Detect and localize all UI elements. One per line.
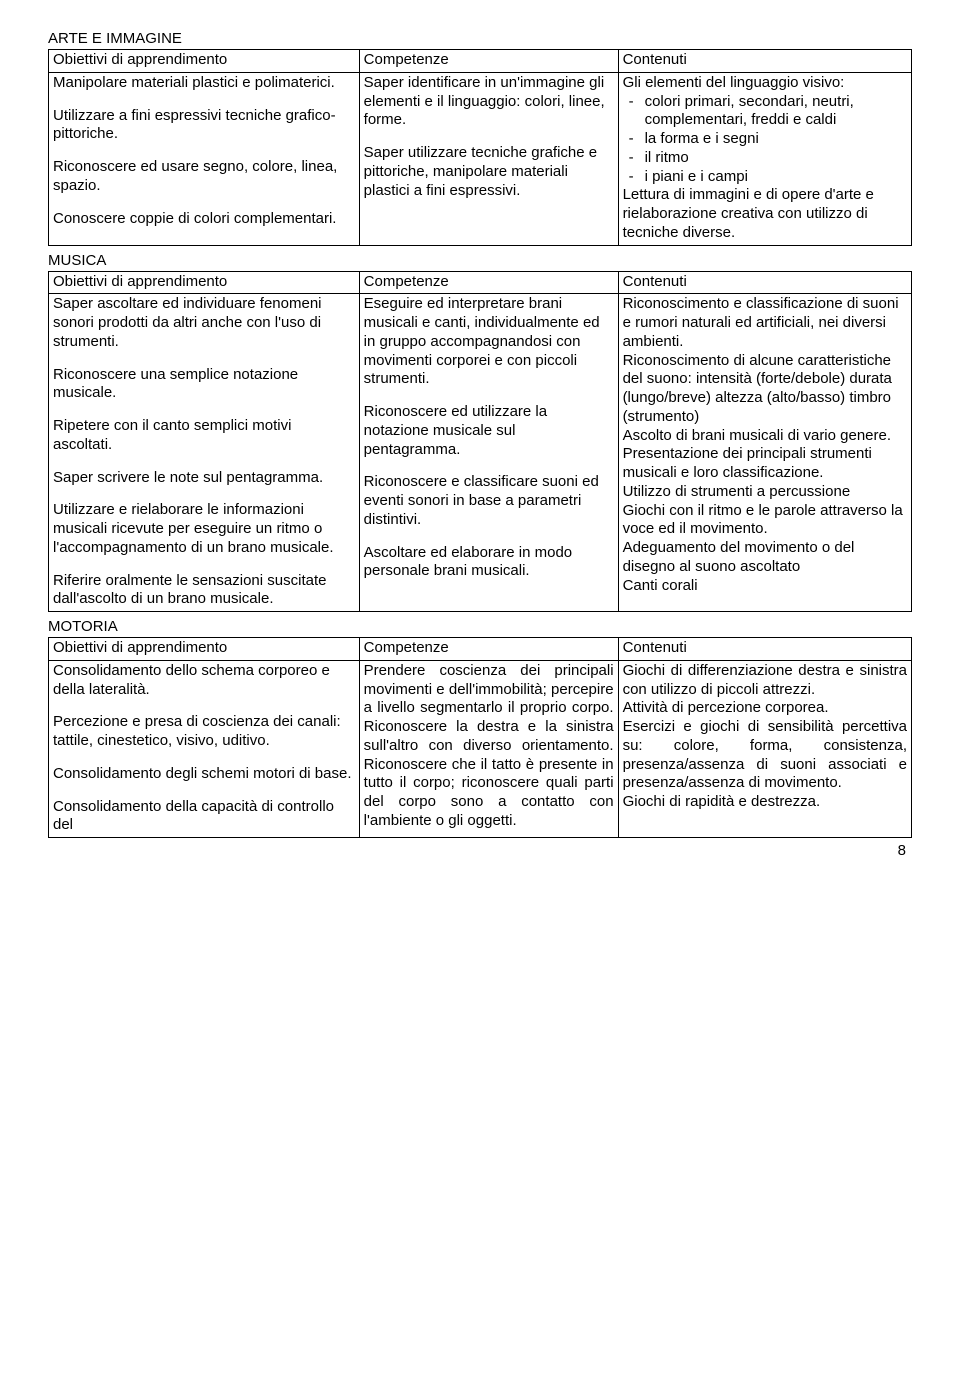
paragraph: Riconoscere ed usare segno, colore, line… bbox=[53, 158, 355, 196]
paragraph: Percezione e presa di coscienza dei cana… bbox=[53, 713, 355, 751]
header-cell: Obiettivi di apprendimento bbox=[49, 50, 360, 73]
table-header-row: Obiettivi di apprendimento Competenze Co… bbox=[49, 638, 912, 661]
header-cell: Competenze bbox=[359, 271, 618, 294]
paragraph: Riconoscimento e classificazione di suon… bbox=[623, 295, 907, 351]
paragraph: Saper identificare in un'immagine gli el… bbox=[364, 74, 614, 130]
paragraph: Presentazione dei principali strumenti m… bbox=[623, 445, 907, 483]
bullet-list: colori primari, secondari, neutri, compl… bbox=[623, 93, 907, 187]
paragraph: Ripetere con il canto semplici motivi as… bbox=[53, 417, 355, 455]
paragraph: Gli elementi del linguaggio visivo: bbox=[623, 74, 907, 93]
paragraph: Consolidamento dello schema corporeo e d… bbox=[53, 662, 355, 700]
paragraph: Attività di percezione corporea. bbox=[623, 699, 907, 718]
paragraph: Consolidamento della capacità di control… bbox=[53, 798, 355, 836]
paragraph: Eseguire ed interpretare brani musicali … bbox=[364, 295, 614, 389]
header-cell: Contenuti bbox=[618, 271, 911, 294]
paragraph: Utilizzare a fini espressivi tecniche gr… bbox=[53, 107, 355, 145]
cell-competenze: Eseguire ed interpretare brani musicali … bbox=[359, 294, 618, 612]
cell-obiettivi: Saper ascoltare ed individuare fenomeni … bbox=[49, 294, 360, 612]
paragraph: Lettura di immagini e di opere d'arte e … bbox=[623, 186, 907, 242]
musica-title: MUSICA bbox=[48, 252, 912, 269]
header-cell: Competenze bbox=[359, 638, 618, 661]
header-cell: Obiettivi di apprendimento bbox=[49, 271, 360, 294]
paragraph: Consolidamento degli schemi motori di ba… bbox=[53, 765, 355, 784]
cell-competenze: Prendere coscienza dei principali movime… bbox=[359, 660, 618, 837]
table-header-row: Obiettivi di apprendimento Competenze Co… bbox=[49, 271, 912, 294]
header-cell: Contenuti bbox=[618, 638, 911, 661]
paragraph: Giochi di rapidità e destrezza. bbox=[623, 793, 907, 812]
paragraph: Riconoscere e classificare suoni ed even… bbox=[364, 473, 614, 529]
paragraph: Riconoscere una semplice notazione music… bbox=[53, 366, 355, 404]
paragraph: Prendere coscienza dei principali movime… bbox=[364, 662, 614, 831]
musica-table: Obiettivi di apprendimento Competenze Co… bbox=[48, 271, 912, 613]
paragraph: Conoscere coppie di colori complementari… bbox=[53, 210, 355, 229]
paragraph: Ascolto di brani musicali di vario gener… bbox=[623, 427, 907, 446]
paragraph: Giochi di differenziazione destra e sini… bbox=[623, 662, 907, 700]
motoria-title: MOTORIA bbox=[48, 618, 912, 635]
table-row: Consolidamento dello schema corporeo e d… bbox=[49, 660, 912, 837]
table-row: Manipolare materiali plastici e polimate… bbox=[49, 72, 912, 245]
header-cell: Competenze bbox=[359, 50, 618, 73]
paragraph: Utilizzare e rielaborare le informazioni… bbox=[53, 501, 355, 557]
paragraph: Saper scrivere le note sul pentagramma. bbox=[53, 469, 355, 488]
table-header-row: Obiettivi di apprendimento Competenze Co… bbox=[49, 50, 912, 73]
header-cell: Obiettivi di apprendimento bbox=[49, 638, 360, 661]
header-cell: Contenuti bbox=[618, 50, 911, 73]
arte-table: Obiettivi di apprendimento Competenze Co… bbox=[48, 49, 912, 246]
paragraph: Saper utilizzare tecniche grafiche e pit… bbox=[364, 144, 614, 200]
paragraph: Saper ascoltare ed individuare fenomeni … bbox=[53, 295, 355, 351]
paragraph: Riconoscere ed utilizzare la notazione m… bbox=[364, 403, 614, 459]
list-item: la forma e i segni bbox=[645, 130, 907, 149]
paragraph: Esercizi e giochi di sensibilità percett… bbox=[623, 718, 907, 793]
paragraph: Riferire oralmente le sensazioni suscita… bbox=[53, 572, 355, 610]
cell-contenuti: Gli elementi del linguaggio visivo: colo… bbox=[618, 72, 911, 245]
cell-obiettivi: Manipolare materiali plastici e polimate… bbox=[49, 72, 360, 245]
table-row: Saper ascoltare ed individuare fenomeni … bbox=[49, 294, 912, 612]
paragraph: Utilizzo di strumenti a percussione bbox=[623, 483, 907, 502]
arte-title: ARTE E IMMAGINE bbox=[48, 30, 912, 47]
list-item: il ritmo bbox=[645, 149, 907, 168]
paragraph: Adeguamento del movimento o del disegno … bbox=[623, 539, 907, 577]
cell-obiettivi: Consolidamento dello schema corporeo e d… bbox=[49, 660, 360, 837]
paragraph: Manipolare materiali plastici e polimate… bbox=[53, 74, 355, 93]
cell-contenuti: Giochi di differenziazione destra e sini… bbox=[618, 660, 911, 837]
cell-contenuti: Riconoscimento e classificazione di suon… bbox=[618, 294, 911, 612]
paragraph: Riconoscimento di alcune caratteristiche… bbox=[623, 352, 907, 427]
cell-competenze: Saper identificare in un'immagine gli el… bbox=[359, 72, 618, 245]
paragraph: Canti corali bbox=[623, 577, 907, 596]
paragraph: Giochi con il ritmo e le parole attraver… bbox=[623, 502, 907, 540]
list-item: i piani e i campi bbox=[645, 168, 907, 187]
list-item: colori primari, secondari, neutri, compl… bbox=[645, 93, 907, 131]
motoria-table: Obiettivi di apprendimento Competenze Co… bbox=[48, 637, 912, 838]
paragraph: Ascoltare ed elaborare in modo personale… bbox=[364, 544, 614, 582]
page-number: 8 bbox=[48, 842, 912, 859]
